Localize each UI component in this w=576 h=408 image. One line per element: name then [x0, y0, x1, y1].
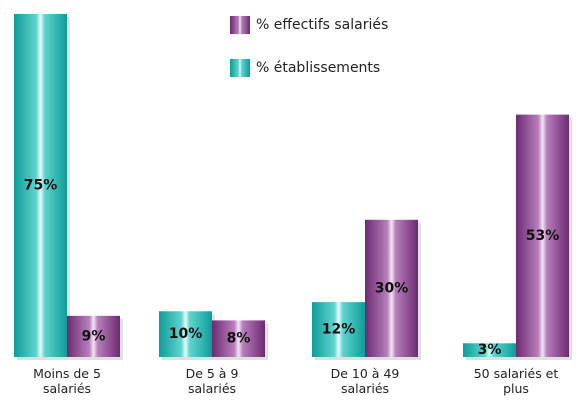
bar: [212, 320, 265, 357]
bar: [516, 114, 569, 357]
bar: [365, 219, 418, 357]
data-label: 3%: [478, 342, 502, 358]
data-label: 12%: [322, 322, 356, 338]
legend-label: % effectifs salariés: [256, 17, 388, 33]
x-tick-label: De 5 à 9 salariés: [185, 366, 239, 396]
x-tick-label: Moins de 5 salariés: [33, 366, 101, 396]
bar: [67, 315, 120, 357]
data-label: 53%: [526, 228, 560, 244]
bar: [463, 343, 516, 357]
bar: [159, 311, 212, 357]
bar: [14, 14, 67, 357]
legend-swatch: [230, 59, 250, 77]
x-tick-label: 50 salariés et plus: [473, 366, 559, 396]
data-label: 30%: [375, 280, 409, 296]
data-label: 10%: [169, 326, 203, 342]
x-tick-label: De 10 à 49 salariés: [330, 366, 400, 396]
data-label: 9%: [82, 328, 106, 344]
bar: [312, 302, 365, 357]
data-label: 8%: [227, 331, 251, 347]
legend-label: % établissements: [256, 60, 380, 76]
legend-swatch: [230, 16, 250, 34]
data-label: 75%: [24, 178, 58, 194]
